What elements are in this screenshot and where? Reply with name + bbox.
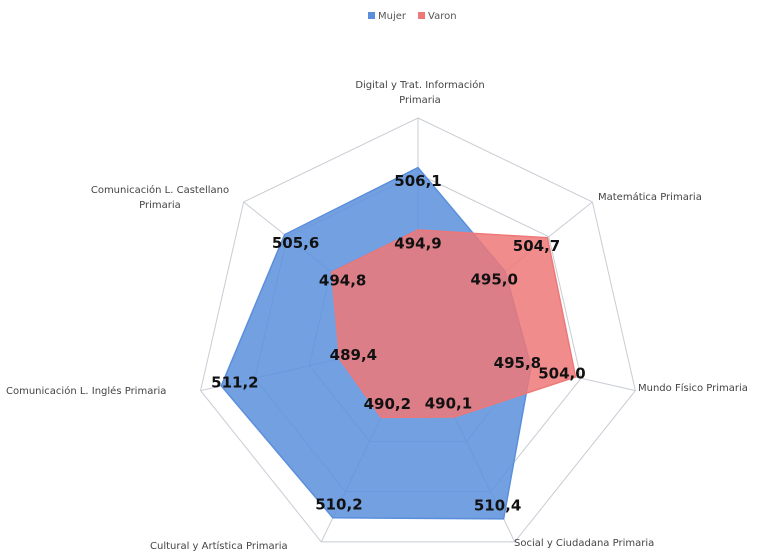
value-label: 510,4 bbox=[474, 497, 521, 515]
legend-label: Varon bbox=[428, 11, 457, 22]
category-label: Social y Ciudadana Primaria bbox=[514, 538, 655, 549]
value-label: 495,8 bbox=[494, 354, 541, 372]
grid-ring bbox=[200, 117, 636, 543]
value-label: 504,0 bbox=[538, 364, 585, 382]
value-label: 504,7 bbox=[513, 237, 560, 255]
value-label: 494,9 bbox=[394, 235, 441, 253]
category-label: Comunicación L. Inglés Primaria bbox=[6, 386, 167, 397]
category-label: Digital y Trat. Información Primaria bbox=[355, 80, 485, 106]
value-label: 495,0 bbox=[471, 271, 518, 289]
value-label: 511,2 bbox=[211, 373, 258, 391]
legend-swatch bbox=[418, 12, 426, 19]
value-label: 510,2 bbox=[315, 496, 362, 514]
value-label: 490,1 bbox=[425, 395, 472, 413]
value-label: 489,4 bbox=[330, 346, 377, 364]
category-label: Comunicación L. Castellano Primaria bbox=[90, 185, 230, 211]
category-label: Cultural y Artística Primaria bbox=[150, 541, 288, 552]
value-label: 505,6 bbox=[272, 234, 319, 252]
value-label: 506,1 bbox=[394, 172, 441, 190]
category-label: Mundo Físico Primaria bbox=[638, 383, 748, 394]
value-label: 494,8 bbox=[319, 271, 366, 289]
category-label: Matemática Primaria bbox=[598, 192, 702, 203]
series-area bbox=[330, 229, 577, 419]
legend-label: Mujer bbox=[378, 11, 407, 22]
value-label: 490,2 bbox=[364, 395, 411, 413]
legend-swatch bbox=[368, 12, 375, 19]
